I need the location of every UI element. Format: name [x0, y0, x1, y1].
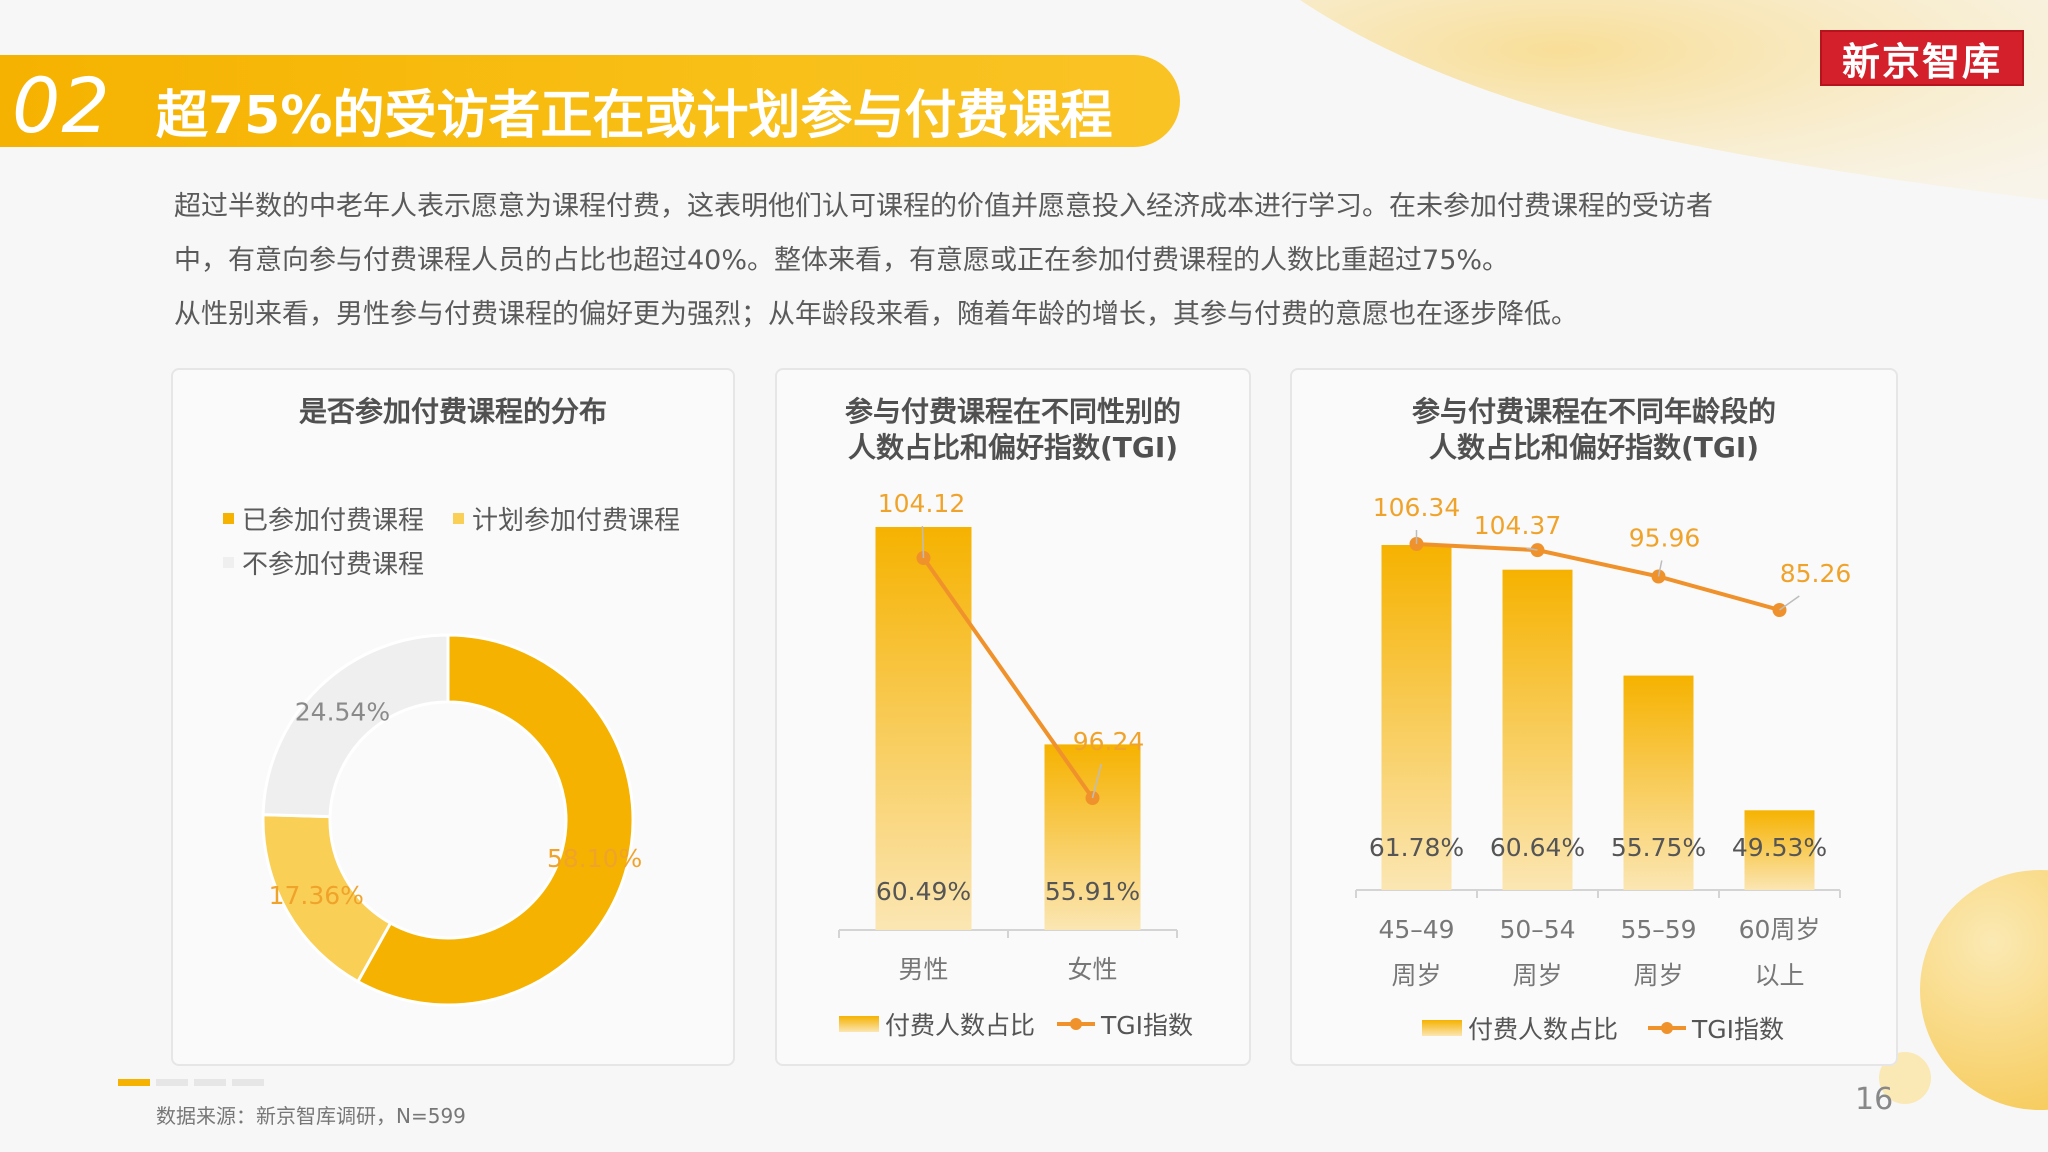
x-tick-label: 周岁	[1633, 961, 1683, 990]
brand-logo: 新京智库	[1820, 30, 2024, 86]
age-chart-title: 参与付费课程在不同年龄段的 人数占比和偏好指数(TGI)	[1292, 394, 1896, 466]
age-bar-line-chart: 61.78% 45–49 周岁 60.64% 50–54 周岁 55.75% 55–59 周岁 4…	[1355, 493, 1852, 1044]
bar-value-label: 60.64%	[1490, 833, 1585, 862]
donut-value-label: 24.54%	[295, 697, 390, 726]
legend-item-planned: 计划参加付费课程	[453, 500, 680, 537]
x-tick-label: 55–59	[1620, 915, 1696, 944]
bar	[1744, 810, 1815, 890]
legend-label: 已参加付费课程	[242, 506, 425, 536]
x-tick-label: 周岁	[1512, 961, 1562, 990]
page-dot	[194, 1079, 226, 1086]
pagination-indicator	[118, 1079, 264, 1086]
legend-label: TGI指数	[1691, 1015, 1784, 1044]
page-dot	[156, 1079, 188, 1086]
tgi-leader-line	[921, 525, 925, 559]
x-tick-label: 45–49	[1378, 915, 1454, 944]
chart-title-line: 是否参加付费课程的分布	[298, 395, 607, 428]
bar	[875, 527, 972, 930]
chart-title-line: 参与付费课程在不同性别的	[844, 395, 1181, 428]
x-tick-label: 周岁	[1391, 961, 1441, 990]
donut-slice	[261, 633, 450, 819]
chart-title-line: 人数占比和偏好指数(TGI)	[847, 431, 1179, 464]
legend-line-marker	[1070, 1018, 1082, 1030]
tgi-value-label: 106.34	[1373, 493, 1460, 522]
intro-paragraph: 超过半数的中老年人表示愿意为课程付费，这表明他们认可课程的价值并愿意投入经济成本…	[174, 180, 1904, 342]
chart-title-line: 参与付费课程在不同年龄段的	[1411, 395, 1776, 428]
gender-bar-line-chart: 60.49% 男性 55.91% 女性 104.12 96.24 付费人数占比 TGI指数	[838, 489, 1193, 1040]
legend-item-none: 不参加付费课程	[223, 544, 424, 581]
x-tick-label: 50–54	[1499, 915, 1575, 944]
legend-item-paid: 已参加付费课程	[223, 500, 424, 537]
legend-label: 付费人数占比	[885, 1011, 1035, 1040]
gender-chart-title: 参与付费课程在不同性别的 人数占比和偏好指数(TGI)	[777, 394, 1249, 466]
legend-bar-swatch	[839, 1016, 879, 1032]
legend-swatch	[223, 513, 234, 524]
tgi-value-label: 96.24	[1073, 727, 1145, 756]
tgi-value-label: 85.26	[1780, 559, 1852, 588]
x-tick-label: 女性	[1067, 955, 1117, 984]
donut-chart-card: 是否参加付费课程的分布 已参加付费课程 计划参加付费课程 不参加付费课程 58.…	[171, 368, 735, 1066]
bar	[1623, 675, 1694, 890]
tgi-leader-line	[1526, 547, 1538, 551]
legend-label: 付费人数占比	[1468, 1015, 1618, 1044]
section-banner: 02 超75%的受访者正在或计划参与付费课程	[0, 55, 1180, 150]
bar	[1044, 744, 1141, 930]
gender-chart-card: 参与付费课程在不同性别的 人数占比和偏好指数(TGI) 60.49% 男性 55.9…	[775, 368, 1251, 1066]
tgi-line	[921, 556, 1095, 800]
x-tick-label: 男性	[898, 955, 948, 984]
legend-label: TGI指数	[1100, 1011, 1193, 1040]
chart-title-line: 人数占比和偏好指数(TGI)	[1428, 431, 1760, 464]
legend-bar-swatch	[1422, 1020, 1462, 1036]
donut-value-label: 17.36%	[269, 881, 364, 910]
legend-label: 不参加付费课程	[242, 550, 425, 580]
legend-swatch	[453, 513, 464, 524]
legend-line-marker	[1661, 1022, 1673, 1034]
tgi-point	[1530, 543, 1545, 558]
data-source: 数据来源：新京智库调研，N=599	[156, 1104, 466, 1128]
intro-line: 超过半数的中老年人表示愿意为课程付费，这表明他们认可课程的价值并愿意投入经济成本…	[174, 191, 1713, 222]
bar-value-label: 49.53%	[1732, 833, 1827, 862]
bottom-right-circle	[1920, 870, 2048, 1110]
donut-value-label: 58.10%	[547, 844, 642, 873]
tgi-value-label: 95.96	[1629, 523, 1701, 552]
bar-value-label: 55.91%	[1045, 877, 1140, 906]
page-dot	[232, 1079, 264, 1086]
bar	[1502, 569, 1573, 890]
donut-slice	[355, 633, 635, 1007]
x-tick-label: 以上	[1754, 961, 1804, 990]
section-number: 02	[12, 61, 111, 150]
bar	[1381, 545, 1452, 890]
logo-text: 新京智库	[1841, 39, 2002, 84]
page-dot	[118, 1079, 150, 1086]
intro-line: 从性别来看，男性参与付费课程的偏好更为强烈；从年龄段来看，随着年龄的增长，其参与…	[174, 299, 1578, 330]
tgi-value-label: 104.12	[878, 489, 965, 518]
donut-chart-title: 是否参加付费课程的分布	[173, 394, 733, 430]
age-chart-card: 参与付费课程在不同年龄段的 人数占比和偏好指数(TGI) 61.78% 45–49…	[1290, 368, 1898, 1066]
bar-value-label: 61.78%	[1369, 833, 1464, 862]
tgi-line	[1416, 542, 1781, 612]
tgi-value-label: 104.37	[1474, 511, 1561, 540]
legend-swatch	[223, 557, 234, 568]
x-tick-label: 60周岁	[1739, 915, 1821, 944]
page-number: 16	[1855, 1082, 1894, 1117]
bar-value-label: 60.49%	[876, 877, 971, 906]
tgi-leader-line	[1091, 763, 1103, 799]
legend-label: 计划参加付费课程	[472, 506, 681, 536]
page-title: 超75%的受访者正在或计划参与付费课程	[156, 86, 1113, 146]
donut-chart: 58.10% 17.36% 24.54%	[261, 633, 642, 1007]
tgi-leader-line	[1657, 560, 1663, 577]
tgi-leader-line	[1779, 595, 1800, 611]
bar-value-label: 55.75%	[1611, 833, 1706, 862]
intro-line: 中，有意向参与付费课程人员的占比也超过40%。整体来看，有意愿或正在参加付费课程…	[174, 245, 1510, 276]
